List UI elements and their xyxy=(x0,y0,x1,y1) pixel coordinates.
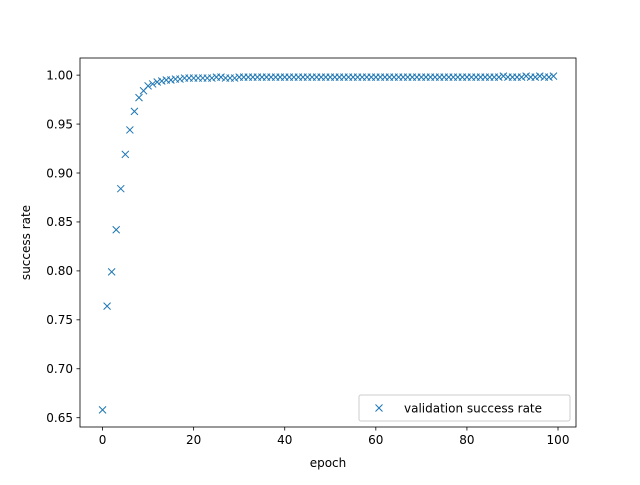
x-tick-label: 60 xyxy=(368,433,383,447)
x-axis: 0 20 40 60 80 100 xyxy=(99,427,570,447)
y-tick-label: 0.65 xyxy=(46,411,73,425)
data-point xyxy=(98,406,107,414)
y-tick-label: 0.75 xyxy=(46,313,73,327)
data-point xyxy=(499,72,508,80)
data-point xyxy=(545,73,553,81)
legend: validation success rate xyxy=(358,394,571,422)
data-point xyxy=(116,184,125,193)
y-tick-label: 0.85 xyxy=(46,215,73,229)
data-point xyxy=(130,107,139,116)
legend-marker xyxy=(375,404,383,412)
data-point xyxy=(148,80,157,88)
data-point xyxy=(208,74,216,82)
y-axis: 0.65 0.70 0.75 0.80 0.85 0.90 0.95 1.00 xyxy=(46,68,80,425)
data-point xyxy=(522,72,530,80)
data-point xyxy=(103,302,111,310)
y-axis-label: success rate xyxy=(19,205,33,280)
x-tick-label: 40 xyxy=(277,433,292,447)
axes-frame xyxy=(79,57,577,428)
data-point xyxy=(144,82,152,90)
data-point xyxy=(517,73,526,81)
y-tick-label: 1.00 xyxy=(46,68,73,82)
y-tick-label: 0.70 xyxy=(46,362,73,376)
data-point xyxy=(176,75,184,83)
x-tick-label: 20 xyxy=(186,433,201,447)
legend-marker-x xyxy=(375,404,383,412)
data-point xyxy=(121,150,130,159)
x-tick-label: 80 xyxy=(459,433,474,447)
data-point xyxy=(531,73,540,81)
data-point xyxy=(549,72,558,80)
data-point xyxy=(494,73,503,81)
data-point xyxy=(157,77,166,85)
plot-area xyxy=(98,72,558,414)
data-point xyxy=(135,93,143,102)
legend-entry-label: validation success rate xyxy=(404,401,542,415)
data-point xyxy=(126,126,134,134)
y-tick-label: 0.90 xyxy=(46,166,73,180)
data-point xyxy=(112,225,121,234)
x-tick-label: 0 xyxy=(99,433,107,447)
y-tick-label: 0.95 xyxy=(46,117,73,131)
data-point xyxy=(217,73,225,81)
x-axis-label: epoch xyxy=(310,456,347,470)
y-tick-label: 0.80 xyxy=(46,264,73,278)
x-tick-label: 100 xyxy=(547,433,570,447)
legend-box xyxy=(358,394,571,422)
data-point xyxy=(153,78,162,86)
data-point xyxy=(107,268,116,276)
data-point xyxy=(230,74,239,82)
data-point xyxy=(535,72,544,80)
data-point xyxy=(167,76,175,84)
